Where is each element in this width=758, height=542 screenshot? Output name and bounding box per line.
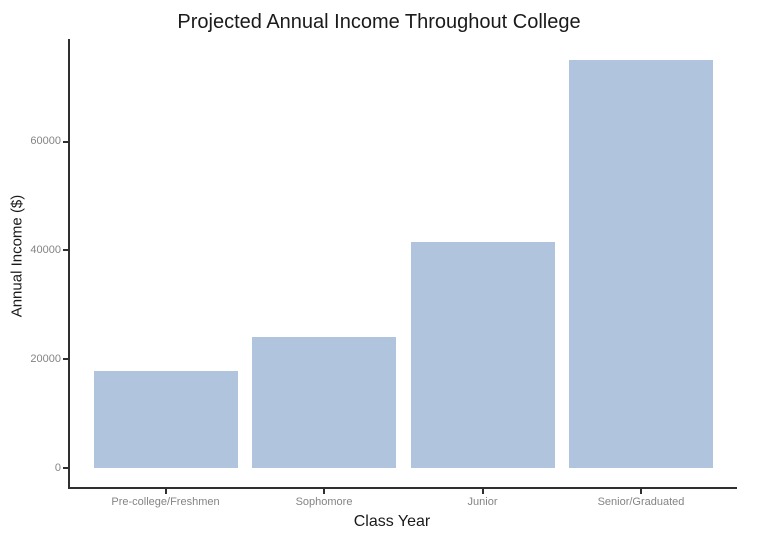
x-tick-label: Sophomore xyxy=(295,496,353,508)
y-tick-mark xyxy=(63,140,68,143)
bar xyxy=(252,337,396,468)
x-tick-mark xyxy=(323,489,325,494)
y-tick-mark xyxy=(63,358,68,361)
bar xyxy=(410,241,555,468)
x-tick-label: Senior/Graduated xyxy=(597,496,685,508)
y-tick-label: 40000 xyxy=(30,243,61,256)
x-axis-line xyxy=(68,487,737,489)
y-tick-label: 20000 xyxy=(30,352,61,365)
chart-title: Projected Annual Income Throughout Colle… xyxy=(177,11,581,33)
x-tick-mark xyxy=(640,489,642,494)
bar xyxy=(569,60,713,468)
x-tick-label: Pre-college/Freshmen xyxy=(111,496,220,508)
y-tick-label: 60000 xyxy=(30,135,61,148)
y-tick-mark xyxy=(63,249,68,252)
x-tick-mark xyxy=(164,489,167,494)
y-axis-line xyxy=(68,39,70,489)
x-tick-mark xyxy=(481,489,484,494)
x-axis-title: Class Year xyxy=(353,513,431,530)
bar xyxy=(93,370,238,468)
x-tick-label: Junior xyxy=(467,496,498,508)
y-tick-label: 0 xyxy=(54,461,61,474)
y-tick-mark xyxy=(63,467,68,469)
